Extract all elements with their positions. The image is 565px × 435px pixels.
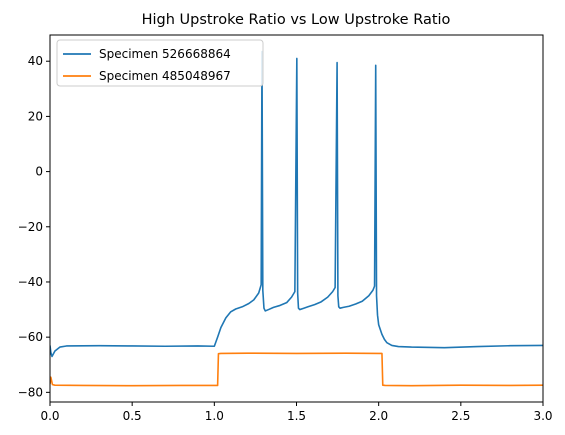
y-tick-label: −40 <box>18 275 43 289</box>
x-tick-label: 1.0 <box>205 409 224 423</box>
x-tick-label: 2.5 <box>451 409 470 423</box>
axes-layer: 0.0 0.5 1.0 1.5 2.0 2.5 3.0 40 20 0 −20 −40 −60 −80 <box>18 34 553 423</box>
x-tick-label: 1.5 <box>287 409 306 423</box>
y-tick-label: 20 <box>28 109 43 123</box>
x-tick-label: 3.0 <box>533 409 552 423</box>
x-tick-label: 0.5 <box>123 409 142 423</box>
chart-title: High Upstroke Ratio vs Low Upstroke Rati… <box>142 12 451 28</box>
legend: Specimen 526668864 Specimen 485048967 <box>56 39 264 87</box>
legend-label-1: Specimen 526668864 <box>99 47 231 61</box>
legend-box <box>56 39 264 87</box>
y-tick-label: −60 <box>18 330 43 344</box>
x-tick-label: 2.0 <box>369 409 388 423</box>
y-tick-label: 40 <box>28 54 43 68</box>
legend-label-2: Specimen 485048967 <box>99 69 231 83</box>
y-tick-label: −80 <box>18 385 43 399</box>
x-tick-label: 0.0 <box>40 409 59 423</box>
y-tick-label: −20 <box>18 220 43 234</box>
y-tick-label: 0 <box>35 165 43 179</box>
series-line-2 <box>50 352 543 387</box>
series-line-1 <box>50 50 543 358</box>
series-layer <box>50 50 543 387</box>
